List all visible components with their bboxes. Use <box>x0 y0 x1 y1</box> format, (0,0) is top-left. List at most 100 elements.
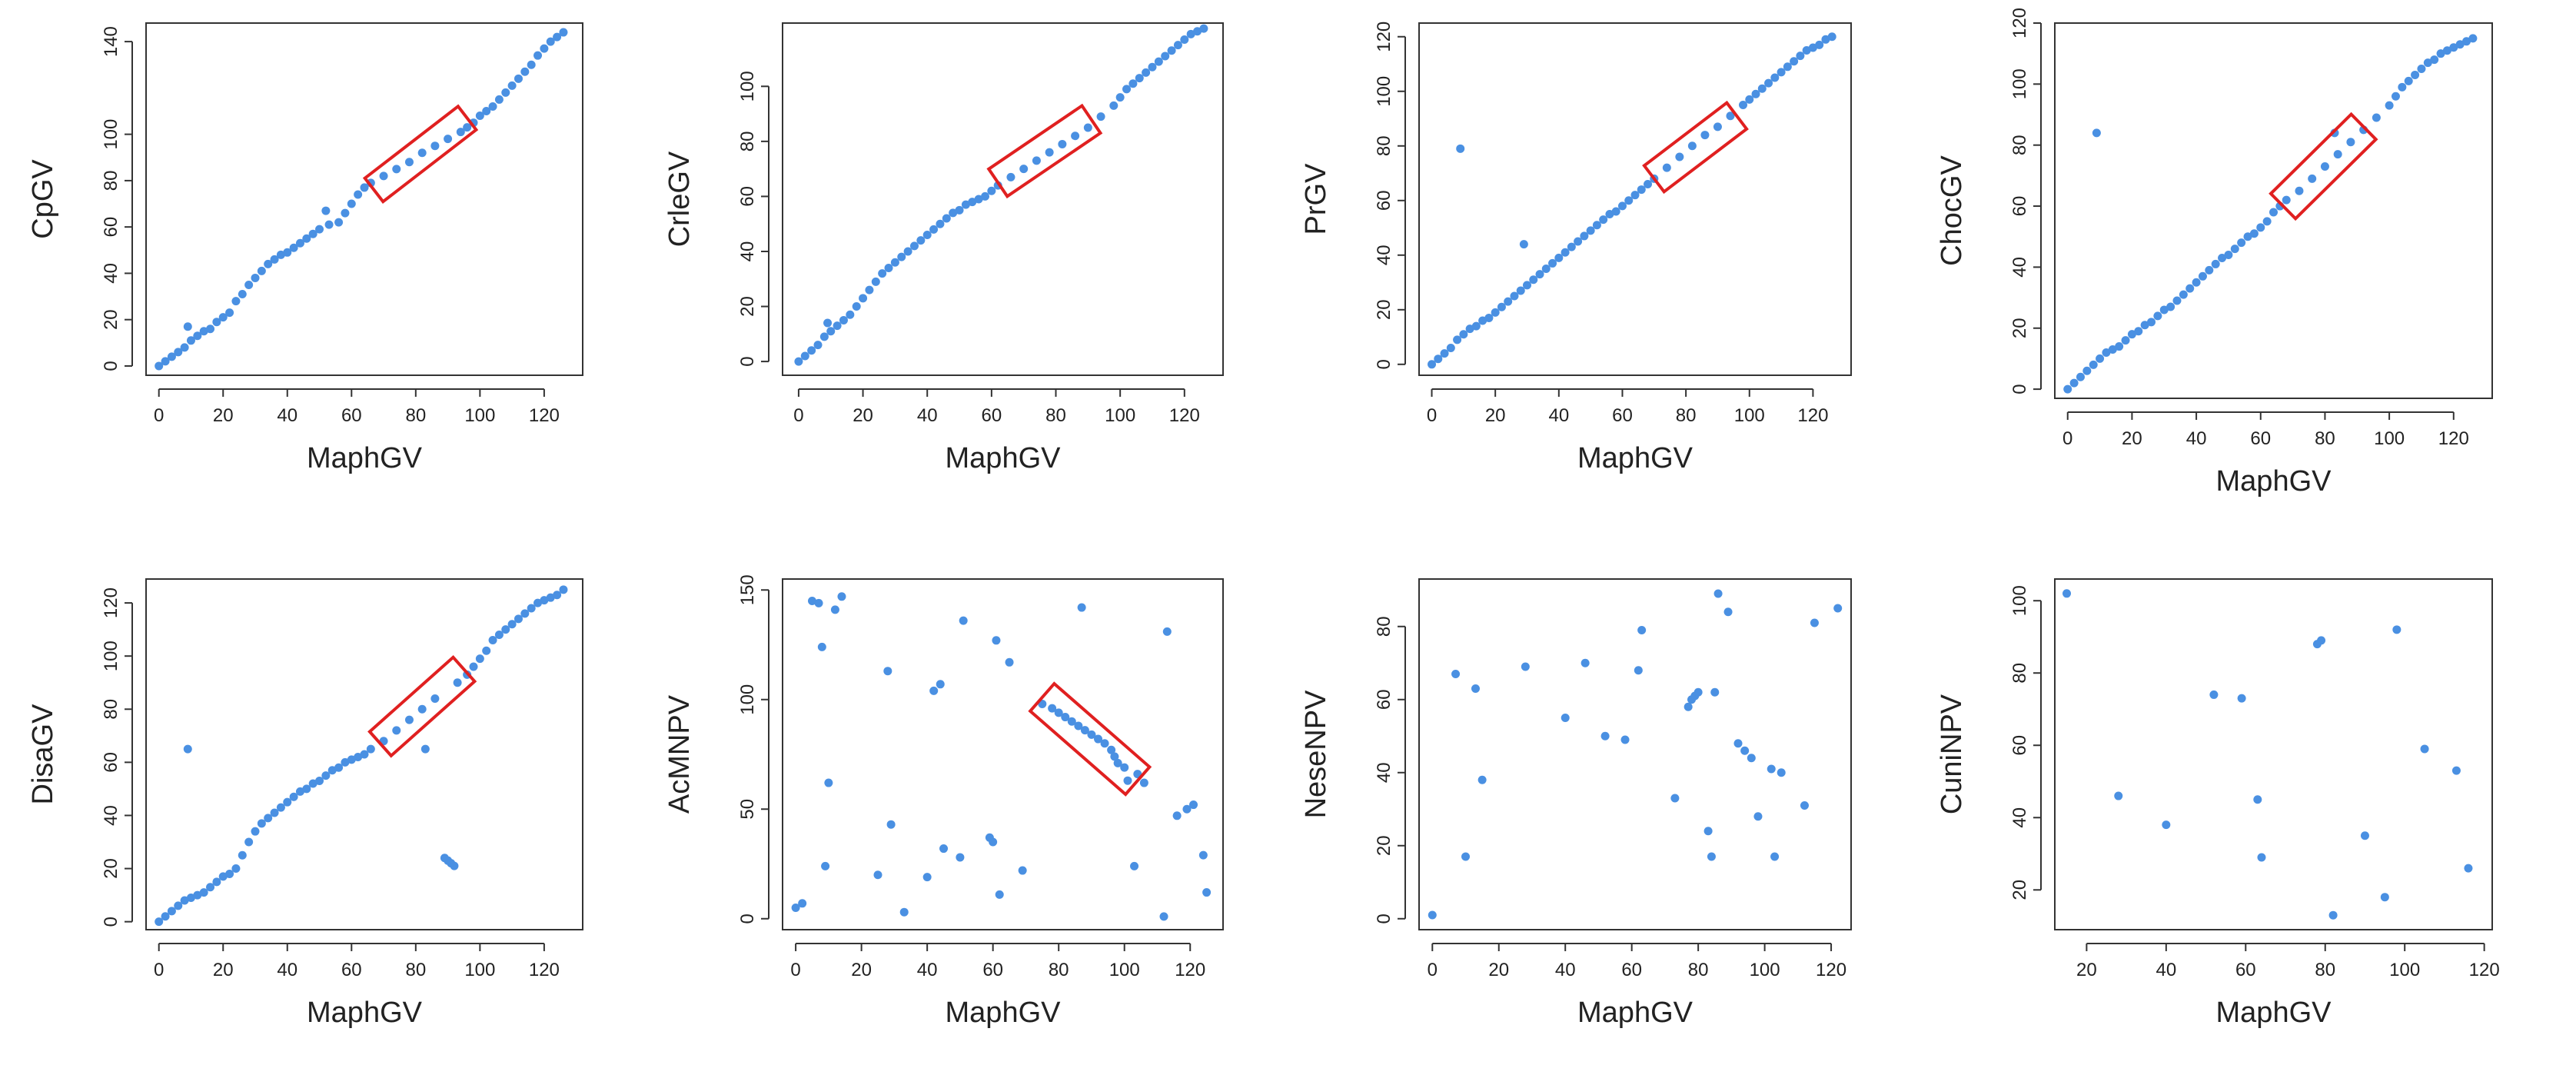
data-point <box>1700 131 1710 140</box>
data-point <box>469 662 478 671</box>
x-tick-label: 120 <box>529 960 560 980</box>
data-point <box>225 308 234 318</box>
data-point <box>315 225 324 234</box>
data-point <box>183 744 192 754</box>
data-point <box>488 635 497 644</box>
y-axis-title: NeseNPV <box>1300 690 1332 818</box>
data-point <box>1620 735 1630 744</box>
data-point <box>873 870 882 880</box>
y-tick-label: 40 <box>2009 807 2030 828</box>
x-axis-title: MaphGV <box>1577 442 1694 474</box>
x-tick-label: 0 <box>2062 428 2072 449</box>
y-tick-label: 40 <box>101 805 121 826</box>
data-point <box>1148 62 1157 72</box>
x-tick-label: 20 <box>2076 960 2097 980</box>
data-point <box>155 917 164 927</box>
highlight-box <box>2269 111 2378 221</box>
data-point <box>354 190 363 199</box>
data-point <box>813 341 823 350</box>
data-point <box>1186 29 1195 38</box>
data-point <box>1554 253 1564 262</box>
scatter-panel-cpgv: 0 20 40 60 80 100 120 0 20 40 60 80 100 140 MaphGV CpGV <box>27 22 583 474</box>
data-point <box>444 135 453 144</box>
data-point <box>1644 179 1653 188</box>
data-point <box>1428 360 1437 369</box>
y-tick-label: 80 <box>101 699 121 720</box>
y-axis-title: DisaGV <box>27 704 59 805</box>
data-point <box>2092 128 2101 138</box>
x-tick-label: 40 <box>277 960 297 980</box>
data-point <box>1120 763 1129 772</box>
data-point <box>2269 208 2278 217</box>
data-point <box>308 229 317 238</box>
data-point <box>878 269 887 278</box>
data-point <box>2420 744 2429 754</box>
y-tick-label: 80 <box>2009 135 2030 155</box>
x-tick-label: 80 <box>2315 428 2335 449</box>
data-point <box>995 890 1004 899</box>
data-point <box>1637 185 1646 195</box>
data-point <box>1100 739 1109 748</box>
x-tick-label: 40 <box>1555 960 1576 980</box>
data-point <box>2442 46 2451 55</box>
data-point <box>404 158 414 167</box>
x-tick-label: 20 <box>2122 428 2142 449</box>
y-axis-title: ChocGV <box>1936 155 1968 266</box>
data-point <box>1491 308 1500 317</box>
data-point <box>334 763 344 772</box>
data-point <box>2134 327 2143 336</box>
data-point <box>520 67 530 76</box>
data-point <box>1733 739 1743 748</box>
data-point <box>1739 101 1747 110</box>
data-point <box>161 357 170 366</box>
data-point <box>180 896 189 905</box>
x-tick-label: 0 <box>154 405 164 426</box>
data-point <box>488 102 497 111</box>
x-axis-title: MaphGV <box>307 442 423 474</box>
data-point <box>1180 35 1189 44</box>
data-point <box>2089 360 2098 369</box>
data-point <box>244 280 254 289</box>
x-tick-label: 60 <box>982 405 1002 426</box>
data-point <box>884 263 893 272</box>
y-tick-label: 60 <box>1374 689 1394 710</box>
data-point <box>186 894 195 903</box>
data-point <box>2069 378 2079 388</box>
data-point <box>837 592 846 601</box>
y-tick-label: 60 <box>737 186 758 207</box>
data-point <box>955 205 964 215</box>
data-point <box>1541 265 1551 274</box>
data-point <box>540 44 549 53</box>
x-tick-label: 60 <box>341 405 362 426</box>
y-tick-label: 80 <box>1374 616 1394 637</box>
data-point <box>968 198 977 207</box>
data-point <box>2282 195 2291 205</box>
plot-frame <box>782 578 1224 930</box>
x-tick-label: 40 <box>917 405 938 426</box>
data-point <box>2243 232 2252 241</box>
data-point <box>823 318 833 328</box>
y-tick-label: 100 <box>101 641 121 671</box>
data-point <box>839 315 848 325</box>
scatter-panel-acmnpv: 0 20 40 60 80 100 120 0 50 100 150 MaphGV AcMNPV <box>663 574 1224 1029</box>
data-point <box>1465 325 1474 334</box>
data-point <box>2185 284 2195 293</box>
data-point <box>1713 589 1723 598</box>
data-point <box>2380 893 2389 902</box>
data-point <box>1684 702 1693 711</box>
data-point <box>321 771 331 780</box>
data-point <box>1096 112 1105 121</box>
x-tick-label: 20 <box>1488 960 1509 980</box>
data-point <box>2205 265 2214 275</box>
data-point <box>533 51 543 60</box>
data-point <box>1451 670 1461 678</box>
data-point <box>1634 666 1643 675</box>
data-point <box>199 888 208 897</box>
data-point <box>929 225 939 234</box>
data-point <box>1061 713 1070 722</box>
x-axis-title: MaphGV <box>307 997 423 1029</box>
data-point <box>2333 150 2342 159</box>
data-point <box>231 864 241 874</box>
data-point <box>830 605 839 614</box>
data-point <box>1767 764 1776 774</box>
